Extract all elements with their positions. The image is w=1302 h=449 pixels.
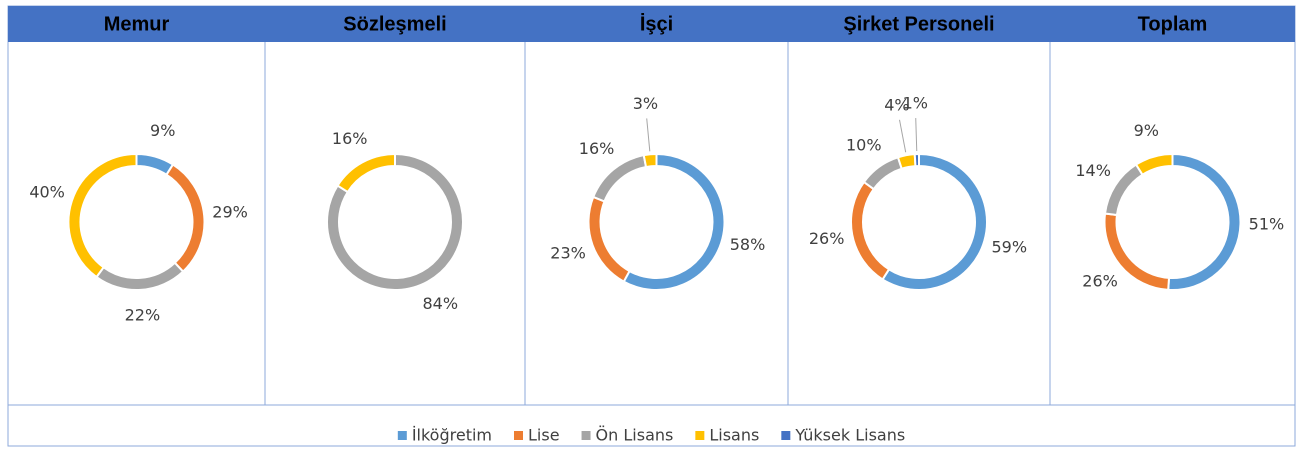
legend-label: Ön Lisans <box>596 426 674 445</box>
legend-swatch <box>397 431 407 440</box>
header-row <box>8 6 1295 42</box>
leader-line <box>915 118 918 152</box>
donut-segment <box>642 152 658 169</box>
chart-title: Toplam <box>1138 13 1208 35</box>
donut-segment <box>1134 152 1174 177</box>
data-label: 9% <box>1134 121 1159 140</box>
chart-title: İşçi <box>640 12 673 35</box>
donut-segment <box>913 152 920 168</box>
data-label: 16% <box>579 139 615 158</box>
legend-swatch <box>781 431 791 440</box>
data-label: 1% <box>903 94 928 113</box>
data-label: 29% <box>212 203 248 222</box>
legend-swatch <box>581 431 591 440</box>
data-label: 14% <box>1075 161 1111 180</box>
data-label: 4% <box>884 96 909 115</box>
legend-swatch <box>514 431 523 440</box>
data-label: 58% <box>730 235 766 254</box>
data-label: 26% <box>1082 271 1118 290</box>
legend-swatch <box>695 431 705 440</box>
data-label: 16% <box>332 129 368 148</box>
data-label: 40% <box>29 182 65 201</box>
data-label: 59% <box>991 238 1027 257</box>
data-label: 23% <box>550 243 586 262</box>
data-label: 9% <box>150 121 175 140</box>
data-label: 51% <box>1249 214 1285 233</box>
data-label: 3% <box>633 94 658 113</box>
leader-line <box>646 118 651 152</box>
legend-label: Lise <box>528 426 560 445</box>
chart-title: Şirket Personeli <box>843 13 994 35</box>
table-border <box>7 5 1296 447</box>
data-label: 26% <box>809 229 845 248</box>
leader-line <box>899 119 907 153</box>
data-label: 22% <box>125 305 161 324</box>
chart-title: Sözleşmeli <box>343 13 446 35</box>
chart-title: Memur <box>104 13 170 35</box>
legend-label: Lisans <box>709 426 759 445</box>
legend-label: Yüksek Lisans <box>794 426 905 445</box>
donut-segment <box>896 153 917 171</box>
donut-segment <box>326 152 464 291</box>
data-label: 84% <box>423 294 459 313</box>
legend-label: İlköğretim <box>412 426 492 445</box>
donut-segment <box>67 152 138 279</box>
data-label: 10% <box>846 135 882 154</box>
donut-segment <box>336 152 396 194</box>
